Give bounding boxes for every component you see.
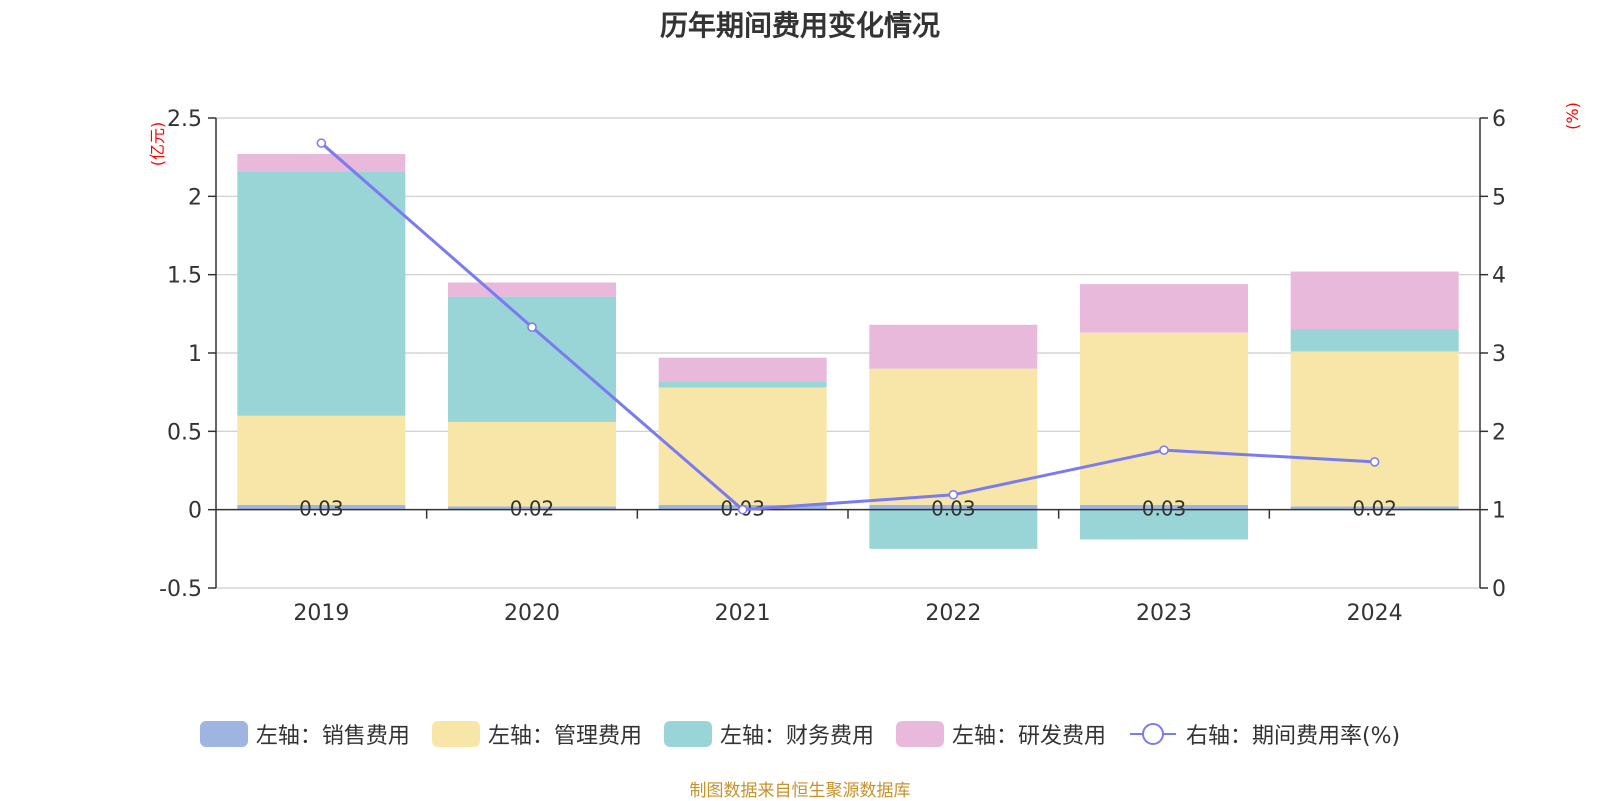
legend-label-finance: 左轴：财务费用 (719, 724, 874, 749)
right-tick-label: 3 (1492, 342, 1506, 367)
left-tick-label: 1 (188, 342, 202, 367)
rate-point-2020 (527, 322, 537, 332)
right-tick-label: 6 (1492, 107, 1506, 132)
rate-point-2024 (1369, 457, 1380, 467)
left-tick-label: 0.5 (167, 420, 202, 445)
right-tick-label: 1 (1492, 499, 1506, 524)
bar-2020-s2 (448, 296, 616, 422)
sales-data-label: 0.03 (931, 497, 976, 521)
bar-2024-s2 (1290, 329, 1459, 352)
legend-item-finance[interactable]: 左轴：财务费用 (663, 718, 874, 750)
bar-2024-s0 (1290, 506, 1459, 510)
sales-data-label: 0.02 (510, 497, 555, 521)
legend-label-admin: 左轴：管理费用 (487, 724, 642, 749)
legend-label-sales: 左轴：销售费用 (255, 724, 410, 749)
sales-data-label: 0.03 (1142, 497, 1187, 521)
legend-swatch-rnd (895, 721, 944, 747)
bar-2022-s2 (869, 509, 1038, 549)
sales-data-label: 0.03 (299, 497, 344, 521)
bar-2021-s3 (658, 357, 827, 382)
left-tick-label: 2 (188, 185, 202, 210)
bars (237, 154, 1459, 549)
rate-line (316, 138, 1380, 515)
x-tick-label: 2019 (293, 601, 349, 626)
bar-2023-s3 (1080, 284, 1248, 333)
left-tick-label: -0.5 (159, 577, 202, 602)
bar-2022-s1 (869, 368, 1038, 505)
rate-point-2023 (1159, 445, 1169, 455)
right-tick-label: 4 (1492, 264, 1506, 289)
legend-swatch-finance (663, 721, 712, 747)
rate-line-path (320, 141, 1375, 512)
right-tick-label: 0 (1492, 577, 1506, 602)
right-axis-unit: (%) (1563, 102, 1582, 130)
chart-title: 历年期间费用变化情况 (659, 9, 940, 42)
bar-2019-s1 (237, 415, 406, 505)
bar-2020-s0 (448, 506, 616, 510)
bar-2020-s1 (448, 421, 616, 507)
x-tick-label: 2021 (715, 601, 771, 626)
legend-swatch-sales (199, 721, 248, 747)
bar-2020-s3 (448, 282, 616, 297)
left-tick-label: 0 (188, 499, 202, 524)
bar-2022-s0 (869, 504, 1038, 510)
left-tick-label: 2.5 (167, 107, 202, 132)
legend-item-sales[interactable]: 左轴：销售费用 (199, 718, 410, 750)
bar-2024-s1 (1290, 351, 1459, 507)
legend-label-rnd: 左轴：研发费用 (951, 724, 1106, 749)
left-axis-unit: (亿元) (148, 122, 167, 167)
rate-point-2019 (316, 138, 327, 148)
bar-2019-s0 (237, 504, 406, 510)
bar-2024-s3 (1290, 271, 1459, 330)
data-labels: 0.030.020.030.030.030.02 (299, 497, 1397, 521)
legend-label-rate: 右轴：期间费用率(%) (1185, 724, 1401, 749)
bar-2022-s3 (869, 324, 1038, 369)
x-tick-label: 2024 (1347, 601, 1403, 626)
legend-line-circle-icon (1129, 723, 1176, 745)
sales-data-label: 0.02 (1352, 497, 1397, 521)
legend-item-rate[interactable]: 右轴：期间费用率(%) (1128, 718, 1400, 750)
rate-point-2021 (737, 504, 748, 515)
grid-lines (216, 117, 1480, 589)
x-tick-label: 2020 (504, 601, 560, 626)
x-tick-label: 2022 (925, 601, 981, 626)
left-tick-label: 1.5 (167, 264, 202, 289)
bar-2023-s1 (1080, 332, 1248, 505)
bar-2021-s2 (658, 381, 827, 388)
legend-swatch-admin (431, 721, 480, 747)
x-tick-label: 2023 (1136, 601, 1192, 626)
right-tick-label: 5 (1492, 185, 1506, 210)
source-note: 制图数据来自恒生聚源数据库 (689, 781, 911, 801)
axes: -0.5 0 0.5 1 1.5 2 2.5 0 1 2 3 4 5 6 2019 2020 2021 2022 2… (159, 107, 1506, 626)
legend-item-rnd[interactable]: 左轴：研发费用 (895, 718, 1106, 750)
chart-area: -0.5 0 0.5 1 1.5 2 2.5 0 1 2 3 4 5 6 2019 2020 2021 2022 2… (148, 102, 1582, 626)
right-tick-label: 2 (1492, 420, 1506, 445)
bar-2023-s0 (1080, 504, 1248, 510)
legend-item-admin[interactable]: 左轴：管理费用 (431, 718, 642, 750)
bar-2019-s2 (237, 171, 406, 416)
bar-2019-s3 (237, 154, 406, 172)
bar-2021-s1 (658, 387, 827, 505)
legend: 左轴：销售费用 左轴：管理费用 左轴：财务费用 左轴：研发费用 右轴：期间费用率… (0, 718, 1600, 750)
bar-2023-s2 (1080, 509, 1248, 540)
rate-point-2022 (948, 490, 959, 500)
